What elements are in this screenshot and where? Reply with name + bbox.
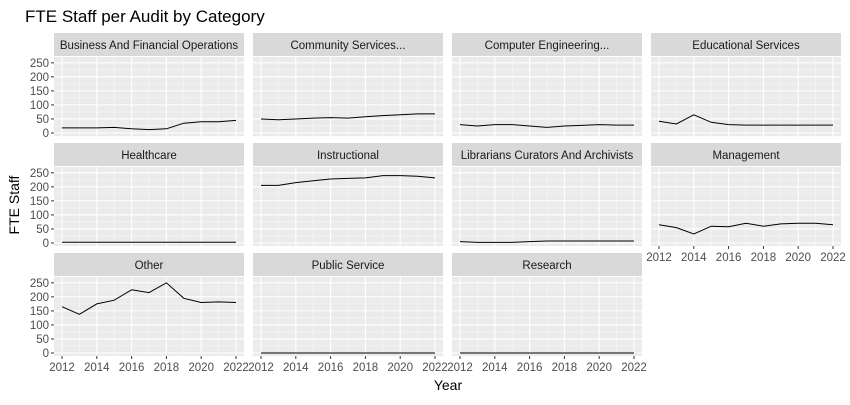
series-line [260, 113, 435, 121]
x-tick-label: 2014 [681, 252, 707, 264]
facet-label: Management [712, 150, 780, 162]
x-tick-label: 2012 [447, 362, 473, 374]
x-tick-label: 2018 [154, 362, 180, 374]
y-tick-label: 150 [30, 86, 49, 98]
facet-strip [651, 143, 841, 166]
x-tick-label: 2018 [751, 252, 777, 264]
facet-panel: Healthcare 0 50 100 150 200 250 [30, 143, 244, 250]
x-tick-label: 2020 [387, 362, 413, 374]
facet-strip [54, 253, 244, 276]
x-tick-label: 2020 [188, 362, 214, 374]
series-line [459, 240, 634, 243]
y-tick-label: 0 [43, 348, 49, 360]
facet-strip [253, 253, 443, 276]
series-line [658, 114, 833, 126]
y-tick-label: 50 [36, 114, 49, 126]
x-tick-label: 2020 [586, 362, 612, 374]
x-axis-label: Year [434, 377, 463, 393]
facet-label: Business And Financial Operations [60, 40, 239, 52]
facet-label: Community Services... [290, 40, 405, 52]
facet-panel: Librarians Curators And Archivists [452, 143, 642, 246]
x-tick-label: 2014 [482, 362, 508, 374]
x-tick-label: 2014 [283, 362, 309, 374]
facet-strip [452, 33, 642, 56]
facet-label: Librarians Curators And Archivists [461, 150, 634, 162]
y-tick-label: 0 [43, 238, 49, 250]
y-tick-label: 100 [30, 210, 49, 222]
y-tick-label: 50 [36, 224, 49, 236]
x-tick-label: 2012 [248, 362, 274, 374]
chart-title: FTE Staff per Audit by Category [25, 7, 265, 26]
x-tick-label: 2022 [621, 362, 647, 374]
facet-panel: Other 0 50 100 150 200 250 2012 2014 2016 2018 2020… [30, 253, 249, 374]
y-tick-label: 200 [30, 72, 49, 84]
facet-panel: Educational Services [651, 33, 841, 136]
facet-strip [54, 143, 244, 166]
x-tick-label: 2016 [318, 362, 344, 374]
x-tick-label: 2022 [422, 362, 448, 374]
facet-label: Healthcare [121, 150, 177, 162]
y-axis-label: FTE Staff [6, 175, 22, 234]
x-tick-label: 2018 [353, 362, 379, 374]
facet-panel: Instructional [253, 143, 443, 246]
facet-panel: Computer Engineering... [452, 33, 642, 136]
y-tick-label: 250 [30, 168, 49, 180]
series-line [62, 119, 237, 131]
x-tick-label: 2020 [785, 252, 811, 264]
x-tick-label: 2022 [820, 252, 846, 264]
y-tick-label: 100 [30, 100, 49, 112]
y-tick-label: 150 [30, 196, 49, 208]
facet-strip [253, 33, 443, 56]
y-tick-label: 250 [30, 58, 49, 70]
facet-label: Public Service [312, 260, 385, 272]
facet-strip [54, 33, 244, 56]
facet-label: Research [522, 260, 571, 272]
series-line [459, 124, 634, 128]
series-line [658, 222, 834, 235]
x-tick-label: 2012 [49, 362, 75, 374]
y-tick-label: 100 [30, 320, 49, 332]
x-tick-label: 2018 [552, 362, 578, 374]
x-tick-label: 2022 [223, 362, 249, 374]
facet-panel: Management 2012 2014 2016 2018 2020 2022 [646, 143, 846, 264]
facet-panel: Business And Financial Operations 0 50 100 1… [30, 33, 244, 140]
facet-panel: Research 2012 2014 2016 2018 2020 2022 [447, 253, 647, 374]
x-tick-label: 2016 [119, 362, 145, 374]
y-tick-label: 250 [30, 278, 49, 290]
facet-panel: Community Services... [253, 33, 443, 136]
series-line [261, 175, 436, 186]
facet-panels: Business And Financial Operations 0 50 100 1… [30, 33, 846, 374]
y-tick-label: 200 [30, 292, 49, 304]
x-tick-label: 2016 [716, 252, 742, 264]
facet-label: Computer Engineering... [485, 40, 610, 52]
x-tick-label: 2014 [84, 362, 110, 374]
y-tick-label: 0 [43, 128, 49, 140]
facet-label: Instructional [317, 150, 379, 162]
facet-label: Other [135, 260, 164, 272]
x-tick-label: 2012 [646, 252, 672, 264]
facet-strip [253, 143, 443, 166]
facet-strip [651, 33, 841, 56]
facet-strip [452, 253, 642, 276]
series-line [61, 282, 237, 315]
facet-panel: Public Service 2012 2014 2016 2018 2020 2022 [248, 253, 448, 374]
y-tick-label: 150 [30, 306, 49, 318]
y-tick-label: 50 [36, 334, 49, 346]
y-tick-label: 200 [30, 182, 49, 194]
facet-label: Educational Services [692, 40, 800, 52]
facet-strip [452, 143, 642, 166]
x-tick-label: 2016 [517, 362, 543, 374]
